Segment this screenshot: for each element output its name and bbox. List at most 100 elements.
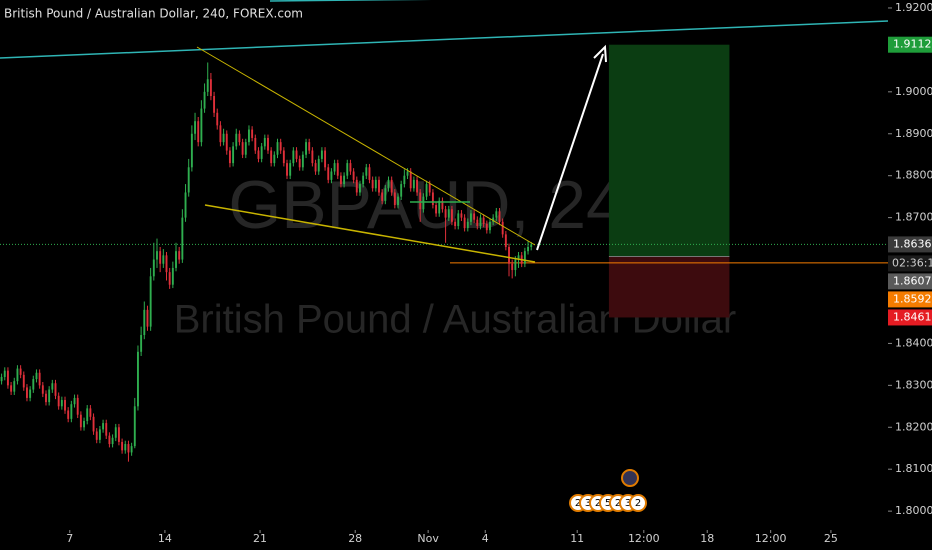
candle-body bbox=[76, 397, 79, 415]
candle-body bbox=[98, 429, 101, 440]
candle-body bbox=[498, 211, 501, 222]
candle-body bbox=[206, 79, 209, 92]
x-tick-label: 7 bbox=[66, 532, 73, 545]
y-tick-label: 1.87000 bbox=[895, 211, 932, 224]
candle-body bbox=[504, 234, 507, 247]
candle-body bbox=[32, 379, 35, 390]
candle-body bbox=[292, 150, 295, 164]
candle-body bbox=[511, 263, 514, 271]
candle-body bbox=[102, 423, 105, 430]
candle-body bbox=[320, 150, 323, 159]
candle-body bbox=[368, 167, 371, 180]
y-tick-label: 1.80000 bbox=[895, 504, 932, 517]
candle-body bbox=[137, 351, 139, 407]
arrow bbox=[536, 53, 604, 251]
candle-body bbox=[130, 446, 133, 453]
event-label: 3 bbox=[625, 498, 631, 509]
candle-body bbox=[374, 179, 377, 189]
candle-body bbox=[117, 427, 120, 442]
candle-body bbox=[298, 158, 301, 168]
candle-body bbox=[51, 383, 54, 390]
candle-body bbox=[203, 91, 206, 109]
candle-body bbox=[16, 368, 19, 382]
y-tick-label: 1.90000 bbox=[895, 85, 932, 98]
candle-body bbox=[286, 163, 288, 176]
event-badge bbox=[629, 494, 647, 512]
price-marker bbox=[888, 36, 932, 53]
candle-body bbox=[143, 309, 146, 336]
trend-line bbox=[204, 204, 536, 263]
candle-body bbox=[232, 146, 235, 164]
candle-body bbox=[343, 175, 346, 185]
candle-body bbox=[409, 171, 412, 189]
candle-body bbox=[10, 385, 13, 392]
candle-body bbox=[197, 121, 200, 143]
watermark-symbol: GBPAUD, 240 bbox=[228, 167, 661, 243]
stop-zone bbox=[608, 256, 730, 318]
y-tick-label: 1.81000 bbox=[895, 462, 932, 475]
price-marker-label: 1.86073 bbox=[893, 274, 932, 287]
x-tick-label: 4 bbox=[482, 532, 489, 545]
candle-body bbox=[476, 219, 479, 227]
candle-body bbox=[159, 251, 162, 264]
candle-body bbox=[273, 154, 276, 164]
candle-body bbox=[45, 393, 47, 403]
event-label: 2 bbox=[635, 498, 641, 509]
candle-body bbox=[523, 251, 526, 264]
candle-body bbox=[397, 196, 399, 206]
chart-title: British Pound / Australian Dollar, 240, … bbox=[4, 7, 303, 21]
axes: 1.92000 1.90000 1.89000 1.88000 1.87000 1.840… bbox=[66, 1, 932, 545]
candle-body bbox=[270, 150, 273, 164]
x-tick-label: 28 bbox=[348, 532, 362, 545]
candle-body bbox=[92, 416, 95, 432]
candle-body bbox=[381, 192, 384, 201]
target-zone bbox=[608, 44, 730, 257]
y-tick-label: 1.84000 bbox=[895, 336, 932, 349]
candle-body bbox=[371, 179, 374, 189]
candle-body bbox=[263, 137, 266, 147]
candle-body bbox=[378, 179, 380, 193]
candle-body bbox=[57, 395, 60, 407]
candle-body bbox=[162, 255, 165, 264]
candle-body bbox=[267, 137, 269, 151]
candle-body bbox=[257, 150, 260, 159]
candle-body bbox=[479, 217, 482, 227]
candle-body bbox=[235, 133, 238, 147]
x-tick-label: 25 bbox=[824, 532, 838, 545]
candle-body bbox=[441, 200, 444, 210]
candle-body bbox=[314, 163, 317, 172]
candle-body bbox=[425, 184, 428, 197]
candle-body bbox=[324, 150, 327, 168]
candle-body bbox=[35, 372, 38, 380]
event-label: 3 bbox=[585, 498, 591, 509]
candle-body bbox=[390, 179, 393, 193]
candle-body bbox=[219, 125, 222, 143]
candle-body bbox=[175, 251, 177, 268]
candle-body bbox=[339, 175, 342, 185]
candle-body bbox=[359, 184, 361, 193]
x-tick-label: 11 bbox=[570, 532, 584, 545]
candle-body bbox=[517, 255, 520, 260]
candle-body bbox=[457, 213, 460, 227]
candle-body bbox=[108, 435, 111, 445]
price-marker bbox=[888, 291, 932, 308]
candle-body bbox=[251, 129, 254, 138]
y-tick-label: 1.82000 bbox=[895, 420, 932, 433]
x-tick-label: Nov bbox=[417, 532, 439, 545]
candle-body bbox=[489, 221, 491, 231]
candle-body bbox=[362, 175, 365, 185]
x-tick-label: 18 bbox=[700, 532, 714, 545]
candle-body bbox=[317, 158, 320, 172]
event-badge bbox=[621, 469, 639, 487]
channel-line bbox=[0, 20, 889, 59]
candle-body bbox=[530, 244, 533, 247]
candle-body bbox=[0, 376, 3, 382]
candle-body bbox=[38, 372, 41, 386]
candle-body bbox=[454, 221, 457, 227]
candle-body bbox=[416, 179, 418, 193]
candle-body bbox=[178, 251, 181, 260]
candle-body bbox=[95, 431, 98, 440]
candle-body bbox=[64, 400, 66, 411]
